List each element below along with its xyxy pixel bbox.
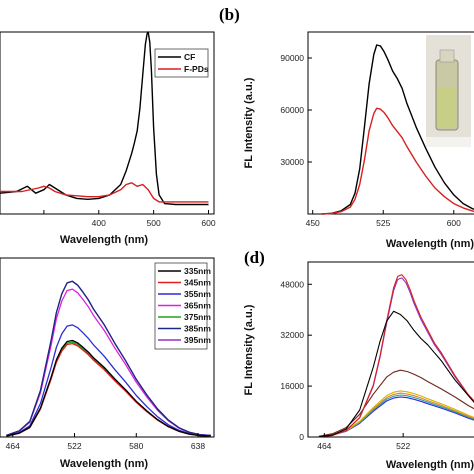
legend-a: CF F-PDs [154, 48, 209, 78]
x-tick-label: 522 [396, 441, 410, 451]
series-line-panel1-0 [322, 44, 474, 215]
panel-label-b: (b) [219, 5, 240, 24]
y-tick-label: 16000 [280, 381, 304, 391]
series-line-375nm [6, 341, 211, 437]
x-axis-label-a: Wavelength (nm) [60, 234, 149, 246]
x-tick-label: 600 [201, 218, 215, 228]
y-tick-label: 32000 [280, 330, 304, 340]
fl-series-line [318, 310, 474, 438]
x-tick-label: 500 [147, 218, 161, 228]
y-tick-label: 48000 [280, 279, 304, 289]
plot-frame-c [0, 257, 215, 438]
legend-label-385nm: 385nm [184, 324, 211, 334]
y-axis-label-b: FL Intensity (a.u.) [243, 77, 255, 168]
panel-label-d: (d) [244, 248, 265, 267]
fl-series-line [318, 274, 474, 438]
fl-spectrum-panel-d: 464 522 0 16000 32000 48000 FL Intensity (a.u… [243, 261, 474, 471]
x-tick-label: 450 [306, 218, 320, 228]
legend-label-395nm: 395nm [184, 335, 211, 345]
x-tick-label: 464 [6, 441, 20, 451]
legend-label-375nm: 375nm [184, 312, 211, 322]
inset-vial-photo [426, 35, 471, 147]
x-tick-label: 580 [129, 441, 143, 451]
legend-label-fpds: F-PDs [184, 64, 209, 74]
x-tick-label: 400 [92, 218, 106, 228]
fl-series-line [318, 390, 474, 438]
y-tick-label: 30000 [280, 157, 304, 167]
x-tick-label: 464 [317, 441, 331, 451]
fl-series-line [318, 392, 474, 438]
y-tick-label: 0 [299, 432, 304, 442]
series-line-345nm [6, 342, 211, 437]
legend-label-cf: CF [184, 52, 195, 62]
series-line-335nm [6, 339, 211, 437]
excitation-panel: 464 522 580 638 Wavelength (nm) 335nm345nm3… [0, 257, 215, 470]
series-line-CF [0, 31, 209, 206]
x-tick-label: 600 [447, 218, 461, 228]
plot-frame-a [0, 31, 215, 215]
legend-box-a [154, 48, 209, 78]
series-line-355nm [6, 324, 211, 437]
y-tick-label: 60000 [280, 105, 304, 115]
fl-spectrum-panel-b: 450 525 600 30000 60000 90000 FL Intensity (a… [243, 31, 474, 250]
x-axis-label-b: Wavelength (nm) [386, 238, 474, 250]
y-tick-label: 90000 [280, 53, 304, 63]
plot-frame-d [307, 261, 474, 438]
series-line-panel1-1 [322, 107, 474, 215]
series-line-F-PDs [0, 182, 209, 203]
fl-series-line [318, 277, 474, 438]
fl-series-line [318, 369, 474, 437]
x-tick-label: 525 [376, 218, 390, 228]
x-axis-label-c: Wavelength (nm) [60, 458, 149, 470]
legend-label-355nm: 355nm [184, 289, 211, 299]
plot-frame-b [307, 31, 474, 215]
series-line-385nm [6, 280, 211, 437]
absorbance-panel: 400 500 600 Wavelength (nm) CF F-PDs [0, 31, 216, 246]
legend-label-345nm: 345nm [184, 278, 211, 288]
x-axis-label-d: Wavelength (nm) [386, 459, 474, 471]
x-tick-label: 522 [67, 441, 81, 451]
x-tick-label: 638 [191, 441, 205, 451]
y-axis-label-d: FL Intensity (a.u.) [243, 304, 255, 395]
legend-label-335nm: 335nm [184, 266, 211, 276]
legend-label-365nm: 365nm [184, 301, 211, 311]
